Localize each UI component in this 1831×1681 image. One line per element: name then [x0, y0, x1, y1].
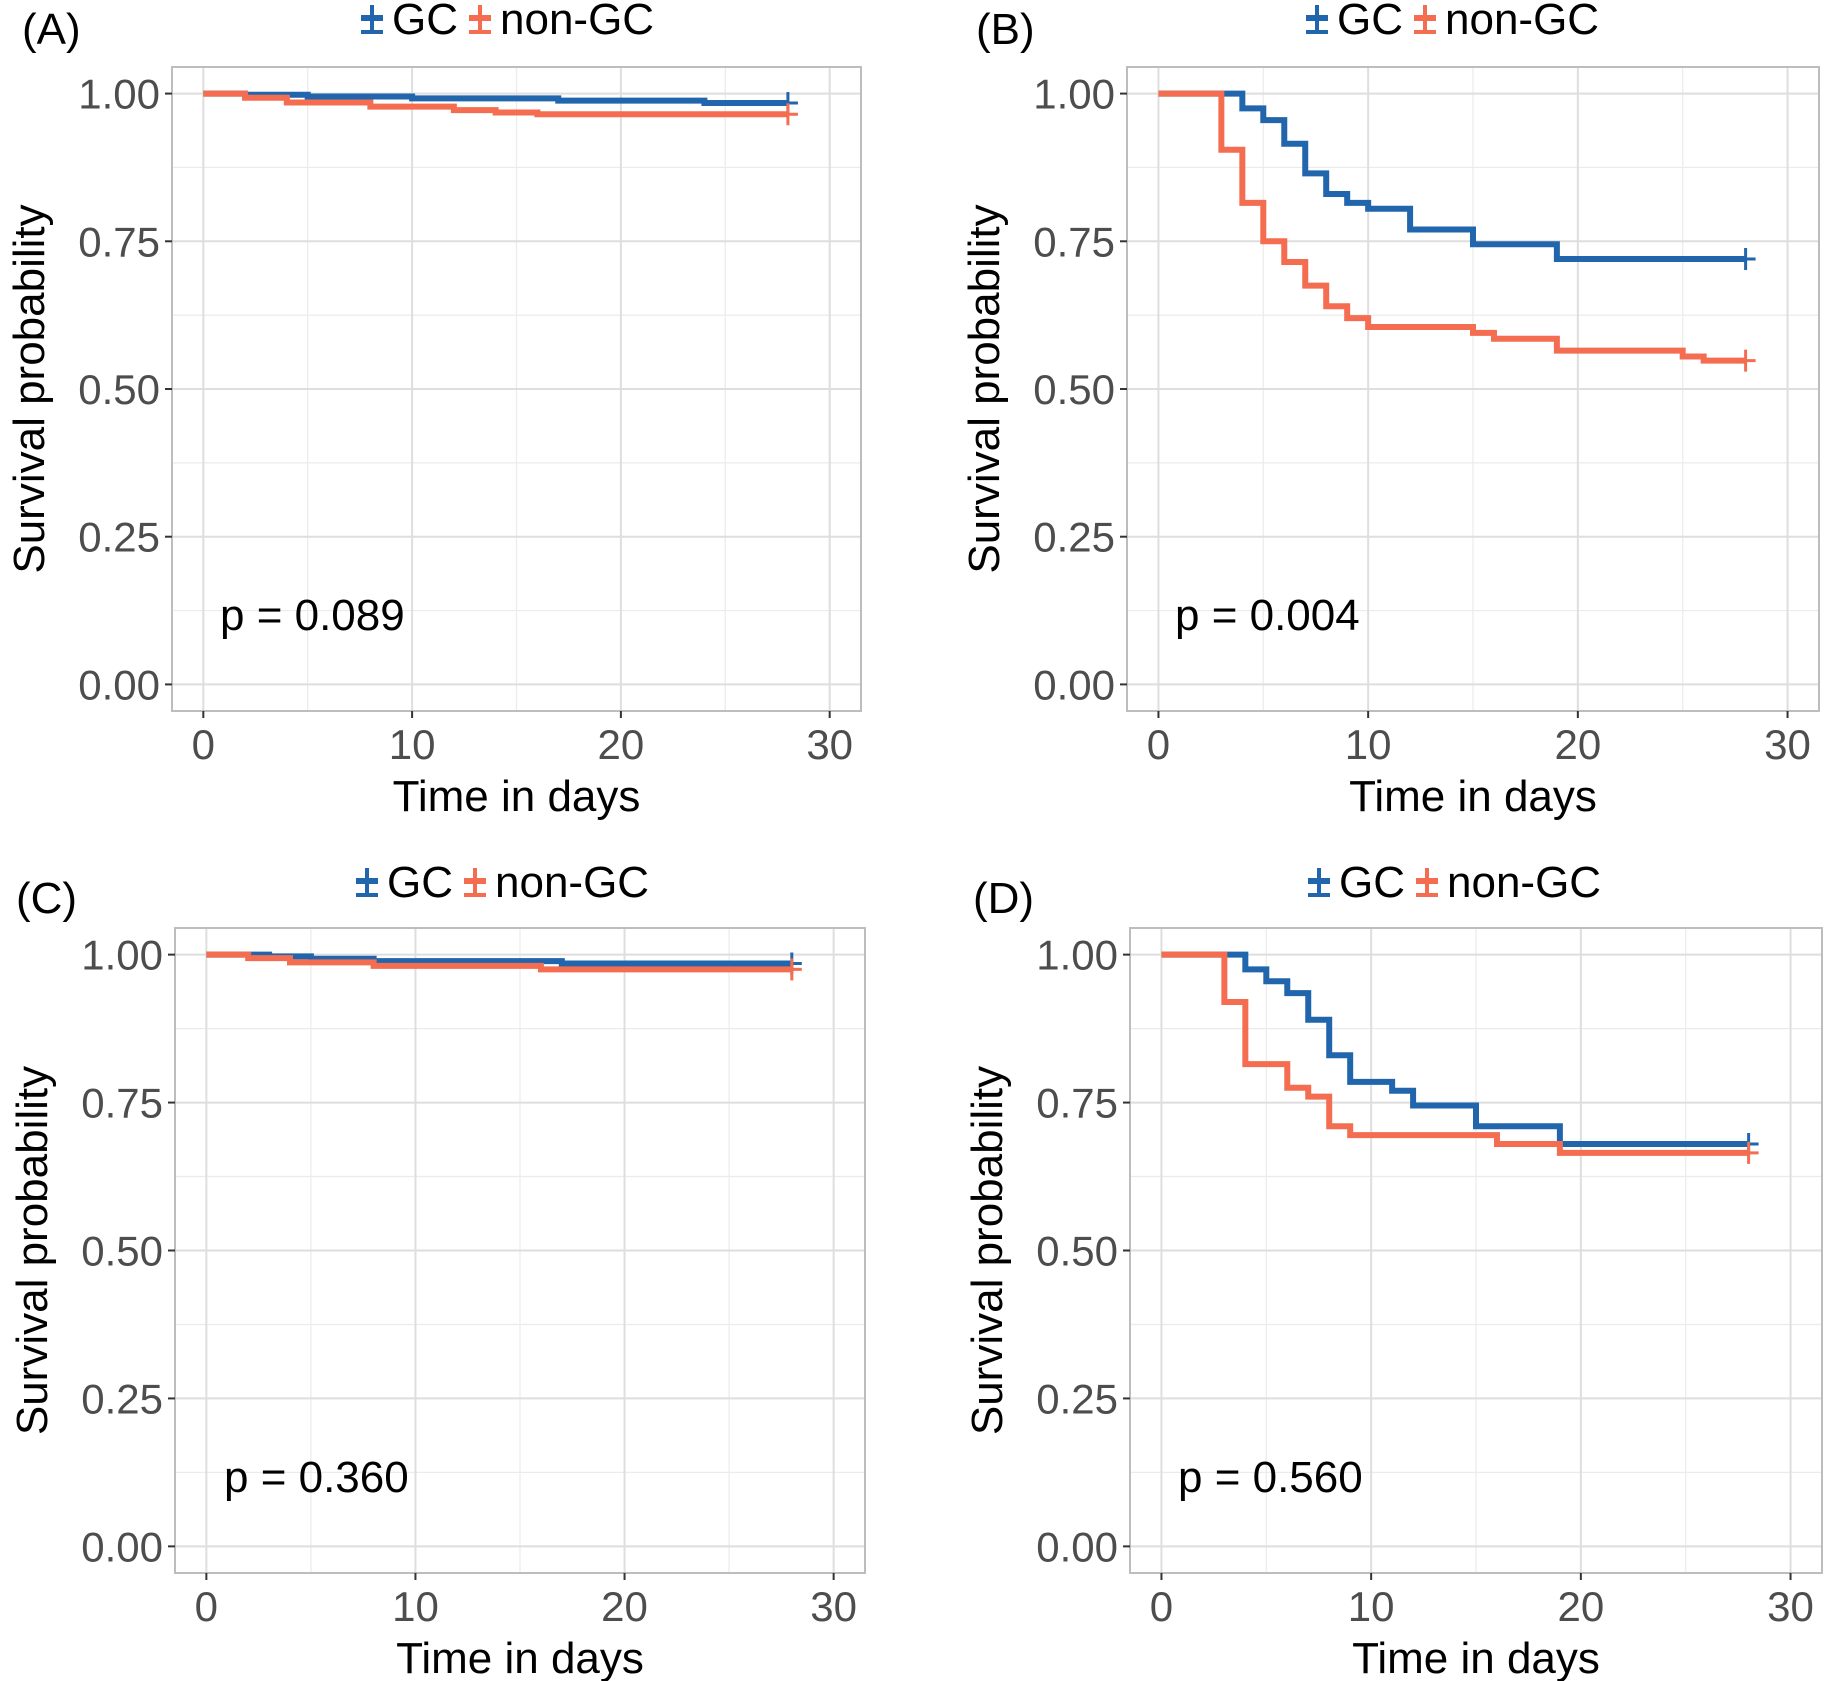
y-tick-label: 0.00 [78, 661, 160, 708]
x-tick-label: 10 [389, 721, 436, 768]
series-line-non-gc [1158, 90, 1746, 364]
x-tick-label: 10 [392, 1583, 439, 1630]
y-tick-label: 0.00 [1036, 1523, 1118, 1570]
censor-mark-non-gc [1735, 349, 1756, 372]
legend: GC non-GC [1308, 858, 1601, 907]
y-tick-label: 1.00 [81, 932, 163, 979]
x-axis-title: Time in days [396, 1634, 644, 1681]
y-tick-label: 1.00 [1033, 71, 1115, 118]
x-tick-label: 0 [1147, 721, 1170, 768]
x-tick-label: 20 [598, 721, 645, 768]
censor-mark-non-gc [1738, 1141, 1759, 1164]
p-value-annotation: p = 0.089 [220, 591, 405, 640]
panel-b: 0.00 0.25 0.50 0.75 1.00 0 10 20 30 Time in days S… [960, 0, 1820, 821]
series-line-non-gc [203, 90, 788, 118]
x-tick-label: 0 [1150, 1583, 1173, 1630]
y-tick-label: 0.75 [81, 1080, 163, 1127]
y-tick-label: 0.25 [78, 514, 160, 561]
y-tick-label: 1.00 [1036, 932, 1118, 979]
y-tick-label: 0.00 [1033, 661, 1115, 708]
legend: GC non-GC [361, 0, 654, 44]
x-tick-label: 20 [1557, 1583, 1604, 1630]
panel-c: 0.00 0.25 0.50 0.75 1.00 0 10 20 30 Time in days S… [8, 858, 866, 1681]
legend-label-non-gc: non-GC [500, 0, 654, 44]
p-value-annotation: p = 0.560 [1178, 1453, 1363, 1502]
x-tick-label: 20 [1554, 721, 1601, 768]
grid [172, 67, 861, 711]
x-axis-title: Time in days [1352, 1634, 1600, 1681]
x-tick-label: 0 [195, 1583, 218, 1630]
x-tick-label: 30 [1764, 721, 1811, 768]
y-axis-title: Survival probability [960, 204, 1009, 573]
y-tick-label: 0.50 [1036, 1228, 1118, 1275]
y-tick-label: 0.50 [1033, 366, 1115, 413]
p-value-annotation: p = 0.360 [224, 1453, 409, 1502]
panel-d: 0.00 0.25 0.50 0.75 1.00 0 10 20 30 Time in days S… [963, 858, 1823, 1681]
x-axis-title: Time in days [393, 772, 641, 821]
panel-label: (B) [976, 5, 1035, 54]
legend: GC non-GC [356, 858, 649, 907]
y-axis-title: Survival probability [5, 204, 54, 573]
legend-label-gc: GC [1337, 0, 1403, 44]
series-line-gc [1158, 90, 1746, 263]
x-tick-label: 0 [192, 721, 215, 768]
y-tick-label: 0.25 [81, 1375, 163, 1422]
legend: GC non-GC [1306, 0, 1599, 44]
legend-label-non-gc: non-GC [1445, 0, 1599, 44]
legend-key-gc [1306, 5, 1328, 34]
censor-mark-non-gc [777, 103, 798, 126]
legend-key-gc [356, 868, 378, 897]
legend-key-non-gc [469, 5, 491, 34]
panel-label: (C) [16, 874, 77, 923]
panel-a: 0.00 0.25 0.50 0.75 1.00 0 10 20 30 Time in days S… [5, 0, 862, 821]
series-line-non-gc [206, 951, 792, 973]
legend-label-gc: GC [387, 858, 453, 907]
legend-key-non-gc [464, 868, 486, 897]
series-line-gc [1161, 951, 1749, 1147]
grid [175, 928, 865, 1573]
x-tick-label: 10 [1345, 721, 1392, 768]
panel-label: (A) [22, 5, 81, 54]
y-tick-label: 0.50 [78, 366, 160, 413]
x-tick-label: 10 [1348, 1583, 1395, 1630]
x-tick-label: 30 [806, 721, 853, 768]
legend-label-non-gc: non-GC [495, 858, 649, 907]
x-tick-label: 30 [1767, 1583, 1814, 1630]
y-tick-label: 0.25 [1033, 514, 1115, 561]
y-tick-label: 0.00 [81, 1523, 163, 1570]
y-tick-label: 0.75 [78, 218, 160, 265]
censor-mark-gc [1735, 248, 1756, 271]
censor-mark-non-gc [781, 958, 802, 981]
y-tick-label: 0.75 [1033, 218, 1115, 265]
y-tick-label: 1.00 [78, 71, 160, 118]
y-tick-label: 0.25 [1036, 1375, 1118, 1422]
series-line-non-gc [1161, 951, 1749, 1156]
legend-key-gc [361, 5, 383, 34]
x-tick-label: 20 [601, 1583, 648, 1630]
legend-key-gc [1308, 868, 1330, 897]
y-tick-label: 0.75 [1036, 1080, 1118, 1127]
legend-label-non-gc: non-GC [1447, 858, 1601, 907]
legend-key-non-gc [1414, 5, 1436, 34]
y-axis-title: Survival probability [8, 1066, 57, 1435]
legend-key-non-gc [1416, 868, 1438, 897]
y-axis-title: Survival probability [963, 1066, 1012, 1435]
legend-label-gc: GC [392, 0, 458, 44]
x-tick-label: 30 [810, 1583, 857, 1630]
p-value-annotation: p = 0.004 [1175, 591, 1360, 640]
legend-label-gc: GC [1339, 858, 1405, 907]
y-tick-label: 0.50 [81, 1228, 163, 1275]
panel-label: (D) [973, 874, 1034, 923]
x-axis-title: Time in days [1349, 772, 1597, 821]
